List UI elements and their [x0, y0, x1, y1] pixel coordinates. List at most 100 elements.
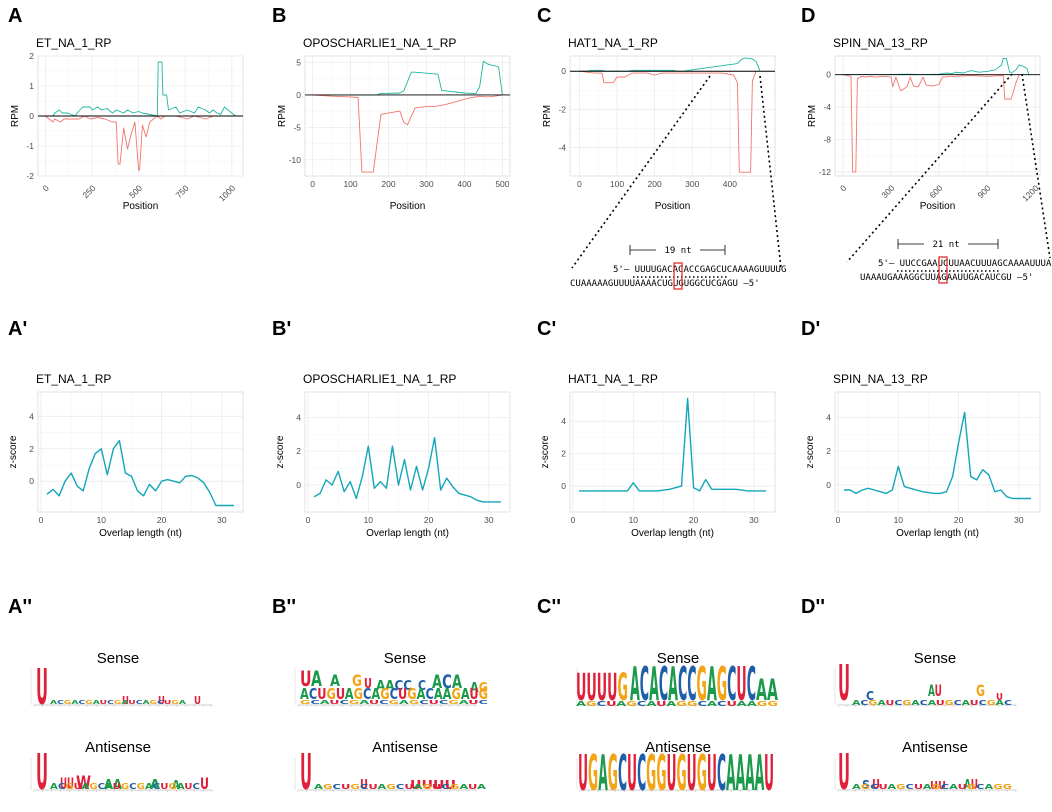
panel-label-c-prime: C' — [537, 318, 556, 340]
logo-letter: AU — [928, 681, 942, 700]
chart-title: SPIN_NA_13_RP — [833, 36, 928, 50]
x-tick-label: 20 — [157, 515, 167, 525]
chart-title: ET_NA_1_RP — [36, 36, 111, 50]
panel-label-a-double-prime: A'' — [8, 596, 32, 618]
logo-group-c-prime-prime: Sense Antisense UUUUGACACACCGAGCUCAAA G C U A G… — [576, 650, 779, 802]
y-tick-label: 2 — [561, 449, 566, 459]
logo-letter: U — [360, 777, 368, 793]
plot-area — [834, 55, 1041, 177]
series-line-z — [844, 411, 1031, 500]
x-tick-label: 0 — [838, 183, 849, 194]
x-tick-label: 0 — [40, 183, 51, 194]
y-axis-label: z-score — [805, 435, 816, 468]
logo-letter: A — [330, 671, 340, 690]
logo-letter: U — [838, 656, 850, 712]
x-tick-label: 30 — [1014, 515, 1024, 525]
x-tick-label: 300 — [685, 179, 699, 189]
series-line-z — [579, 397, 766, 492]
logo-title-sense: Sense — [97, 650, 140, 667]
logo-letter: A CG U A G CA U G CG A CU G A U C — [50, 781, 200, 791]
logo-letter: U — [36, 660, 48, 716]
zoom-connector-c — [571, 75, 782, 269]
x-tick-label: 300 — [879, 183, 896, 200]
plot-area — [834, 391, 1041, 513]
y-tick-label: 4 — [29, 411, 34, 421]
x-tick-label: 100 — [610, 179, 624, 189]
y-axis-label: RPM — [277, 105, 288, 127]
x-tick-label: 1200 — [1020, 183, 1041, 204]
x-tick-label: 0 — [306, 515, 311, 525]
series-line-z — [46, 439, 234, 507]
panel-label-c-double-prime: C'' — [537, 596, 561, 618]
y-tick-label: 4 — [561, 416, 566, 426]
logo-title-sense: Sense — [384, 650, 427, 667]
x-tick-label: 20 — [689, 515, 699, 525]
y-tick-label: -12 — [819, 167, 832, 177]
x-axis-label: Position — [920, 201, 956, 212]
chart-b: OPOSCHARLIE1_NA_1_RP 0 100 200 300 400 500 5 0 -5… — [277, 36, 511, 212]
y-tick-label: 5 — [296, 57, 301, 67]
x-tick-label: 200 — [648, 179, 662, 189]
y-tick-label: 4 — [826, 412, 831, 422]
logo-letter: C — [418, 678, 426, 694]
y-tick-label: 0 — [29, 111, 34, 121]
panel-label-b-prime: B' — [272, 318, 291, 340]
top-sequence-c: 5'– UUUUGACACACCGAGCUCAAAAGUUUUG — [613, 265, 786, 275]
logo-letter: AA — [756, 673, 778, 708]
logo-letter: U — [194, 694, 201, 707]
length-label-c: 19 nt — [664, 246, 691, 256]
logo-title-antisense: Antisense — [902, 739, 968, 756]
chart-a: ET_NA_1_RP 0 250 500 750 1000 2 1 0 -1 -2 Position R… — [10, 36, 244, 212]
logo-letter: ACA — [432, 671, 462, 693]
logo-letter: UU — [930, 779, 946, 792]
series-line-antisense — [312, 94, 503, 173]
logo-letter: UU — [60, 774, 74, 793]
panel-label-d-double-prime: D'' — [801, 596, 825, 618]
chart-title: HAT1_NA_1_RP — [568, 372, 658, 386]
x-tick-label: 0 — [310, 179, 315, 189]
chart-title: HAT1_NA_1_RP — [568, 36, 658, 50]
x-tick-label: 100 — [343, 179, 357, 189]
logo-letter: UUUUG — [576, 665, 628, 709]
chart-c: HAT1_NA_1_RP 0 100 200 300 400 0 -2 -4 Position RP… — [542, 36, 776, 212]
x-tick-label: 900 — [975, 183, 992, 200]
bottom-sequence-c: CUAAAAAGUUUUAAAACUGUGUGGCUCGAGU –5' — [570, 279, 760, 289]
logo-letter: U — [838, 745, 850, 801]
y-tick-label: 0 — [296, 480, 301, 490]
y-tick-label: -8 — [823, 135, 831, 145]
x-tick-label: 0 — [577, 179, 582, 189]
logo-letter: U — [36, 745, 48, 801]
y-axis-label: RPM — [807, 105, 818, 127]
x-tick-label: 20 — [954, 515, 964, 525]
panel-label-d-prime: D' — [801, 318, 820, 340]
plot-area — [569, 55, 776, 177]
x-tick-label: 500 — [127, 183, 144, 200]
x-axis-label: Overlap length (nt) — [99, 528, 182, 539]
x-tick-label: 30 — [749, 515, 759, 525]
zoom-connector-d — [846, 73, 1051, 263]
y-tick-label: -1 — [26, 141, 34, 151]
logo-letter: U — [158, 694, 165, 707]
highlight-box-c — [673, 262, 683, 290]
logo-letter: A — [150, 777, 161, 793]
x-axis-label: Overlap length (nt) — [366, 528, 449, 539]
x-tick-label: 10 — [97, 515, 107, 525]
x-tick-label: 30 — [484, 515, 494, 525]
y-tick-label: -2 — [26, 171, 34, 181]
y-tick-label: -10 — [289, 155, 302, 165]
x-axis-label: Overlap length (nt) — [631, 528, 714, 539]
series-line-sense — [45, 61, 236, 117]
logo-title-antisense: Antisense — [85, 739, 151, 756]
charts-layer: ET_NA_1_RP0 250 500 750 1000210-1-2PositionR… — [8, 36, 1041, 539]
plot-area — [304, 391, 511, 513]
x-tick-label: 400 — [457, 179, 471, 189]
x-tick-label: 0 — [571, 515, 576, 525]
y-tick-label: 0 — [826, 70, 831, 80]
logo-letter: G — [352, 671, 362, 690]
